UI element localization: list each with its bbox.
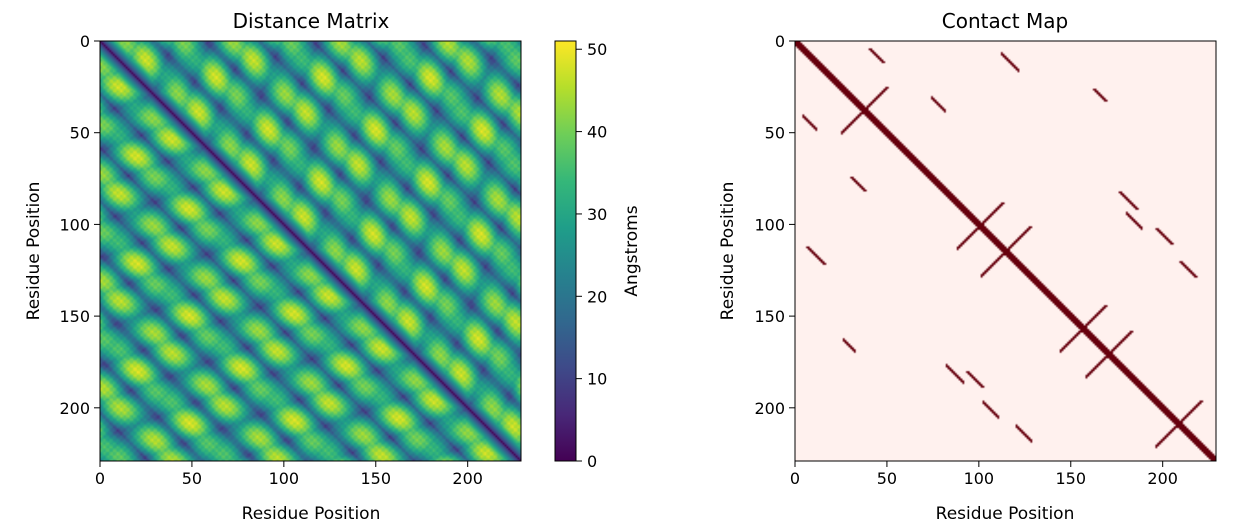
colorbar-tick-label: 40 <box>587 123 607 142</box>
distance-matrix-ytick-label: 150 <box>59 307 90 326</box>
distance-matrix-ytick-label: 100 <box>59 215 90 234</box>
distance-matrix-xtick-label: 150 <box>360 469 391 488</box>
contact-map-ytick-label: 150 <box>754 307 785 326</box>
distance-matrix-heatmap <box>100 41 521 461</box>
contact-map-xtick-label: 50 <box>877 469 897 488</box>
colorbar-tick-label: 20 <box>587 287 607 306</box>
distance-matrix-ytick-label: 200 <box>59 399 90 418</box>
distance-matrix-title: Distance Matrix <box>233 9 390 33</box>
distance-matrix-xlabel: Residue Position <box>242 504 381 524</box>
contact-map-xtick-label: 150 <box>1055 469 1086 488</box>
contact-map-panel: Contact Map 0 50 100 150 200 0 50 100 150 200 Res… <box>718 9 1217 524</box>
colorbar-gradient <box>555 41 576 461</box>
contact-map-ytick-label: 0 <box>775 32 785 51</box>
distance-matrix-ylabel: Residue Position <box>24 182 44 321</box>
colorbar-frame <box>554 40 577 462</box>
contact-map-xtick-label: 100 <box>964 469 995 488</box>
distance-matrix-xtick-label: 50 <box>182 469 202 488</box>
contact-map-ytick-label: 200 <box>754 399 785 418</box>
distance-matrix-panel: Distance Matrix 0 50 100 150 200 0 50 100 150 200… <box>24 9 522 524</box>
distance-matrix-ticks: 0 50 100 150 200 0 50 100 150 200 <box>59 32 483 488</box>
contact-map-ytick-label: 50 <box>765 124 785 143</box>
contact-map-xtick-label: 200 <box>1147 469 1178 488</box>
contact-map-xlabel: Residue Position <box>936 504 1075 524</box>
colorbar-tick-label: 50 <box>587 40 607 59</box>
distance-matrix-frame <box>99 40 522 462</box>
colorbar: 0 10 20 30 40 50 Angstroms <box>554 40 642 471</box>
distance-matrix-xtick-label: 0 <box>95 469 105 488</box>
contact-map-ytick-label: 100 <box>754 215 785 234</box>
contact-map-heatmap <box>795 41 1216 461</box>
contact-map-frame <box>794 40 1217 462</box>
colorbar-label: Angstroms <box>622 205 642 296</box>
colorbar-tick-label: 10 <box>587 370 607 389</box>
colorbar-tick-label: 0 <box>587 452 597 471</box>
colorbar-tick-label: 30 <box>587 205 607 224</box>
contact-map-title: Contact Map <box>942 9 1068 33</box>
distance-matrix-ytick-label: 50 <box>70 124 90 143</box>
contact-map-xtick-label: 0 <box>790 469 800 488</box>
distance-matrix-xtick-label: 200 <box>452 469 483 488</box>
distance-matrix-xtick-label: 100 <box>269 469 300 488</box>
distance-matrix-ytick-label: 0 <box>80 32 90 51</box>
contact-map-ylabel: Residue Position <box>718 182 738 321</box>
contact-map-ticks: 0 50 100 150 200 0 50 100 150 200 <box>754 32 1178 488</box>
colorbar-ticks: 0 10 20 30 40 50 <box>576 40 607 471</box>
